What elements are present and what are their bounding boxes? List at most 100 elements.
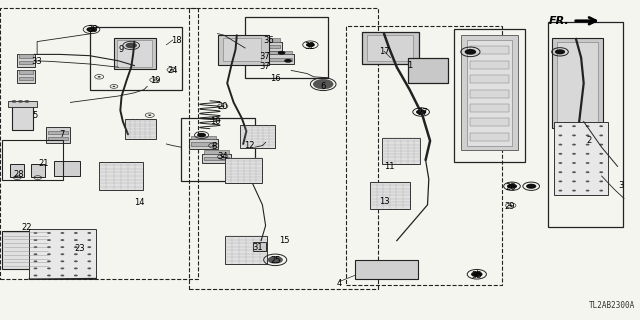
Bar bbox=[467, 40, 512, 146]
Circle shape bbox=[74, 253, 78, 255]
Bar bbox=[268, 58, 292, 61]
Circle shape bbox=[559, 153, 563, 155]
Circle shape bbox=[87, 253, 92, 255]
Circle shape bbox=[61, 232, 65, 234]
Text: 18: 18 bbox=[171, 36, 181, 44]
Text: FR.: FR. bbox=[549, 16, 570, 26]
Bar bbox=[19, 77, 33, 80]
Circle shape bbox=[559, 180, 563, 182]
Circle shape bbox=[74, 275, 78, 276]
Circle shape bbox=[599, 190, 603, 192]
Circle shape bbox=[559, 171, 563, 173]
Circle shape bbox=[86, 27, 97, 32]
Bar bbox=[48, 131, 68, 134]
Circle shape bbox=[586, 153, 589, 155]
Text: 31: 31 bbox=[253, 243, 263, 252]
Circle shape bbox=[61, 246, 65, 248]
Bar bbox=[12, 106, 33, 130]
Bar bbox=[548, 22, 623, 227]
Text: 5: 5 bbox=[33, 111, 38, 120]
Circle shape bbox=[74, 268, 78, 269]
Circle shape bbox=[74, 246, 78, 248]
Bar bbox=[346, 26, 502, 285]
Bar bbox=[362, 32, 419, 64]
Bar bbox=[10, 164, 24, 177]
Circle shape bbox=[599, 171, 603, 173]
Bar bbox=[382, 138, 420, 164]
Circle shape bbox=[33, 246, 37, 248]
Bar bbox=[470, 104, 509, 112]
Text: 11: 11 bbox=[384, 162, 394, 171]
Circle shape bbox=[599, 134, 603, 136]
Bar bbox=[181, 118, 255, 181]
Bar bbox=[470, 118, 509, 126]
Circle shape bbox=[559, 144, 563, 146]
Bar bbox=[245, 17, 328, 78]
Text: 12: 12 bbox=[244, 141, 255, 150]
Text: 16: 16 bbox=[270, 74, 280, 83]
Circle shape bbox=[87, 275, 92, 276]
Bar bbox=[253, 42, 282, 51]
Circle shape bbox=[47, 253, 51, 255]
Text: 21: 21 bbox=[38, 159, 49, 168]
Circle shape bbox=[87, 268, 92, 269]
Bar bbox=[268, 51, 292, 54]
Bar bbox=[470, 90, 509, 98]
Circle shape bbox=[74, 239, 78, 241]
Circle shape bbox=[599, 125, 603, 127]
Bar bbox=[2, 140, 63, 180]
Bar bbox=[370, 182, 410, 209]
Bar bbox=[8, 101, 37, 107]
Bar bbox=[90, 27, 182, 90]
Bar bbox=[202, 154, 231, 163]
Text: 4: 4 bbox=[337, 279, 342, 288]
Circle shape bbox=[87, 232, 92, 234]
Circle shape bbox=[47, 246, 51, 248]
Circle shape bbox=[87, 246, 92, 248]
Text: 37: 37 bbox=[259, 52, 269, 60]
Bar bbox=[554, 122, 608, 195]
Bar bbox=[225, 236, 267, 264]
Bar bbox=[2, 231, 50, 269]
Bar bbox=[0, 8, 198, 279]
Bar bbox=[240, 125, 275, 148]
Circle shape bbox=[526, 184, 536, 189]
Bar bbox=[189, 139, 218, 149]
Circle shape bbox=[572, 125, 576, 127]
Bar bbox=[191, 136, 216, 139]
Circle shape bbox=[16, 177, 19, 178]
Bar bbox=[204, 150, 229, 154]
Circle shape bbox=[268, 256, 283, 264]
Text: 36: 36 bbox=[264, 36, 274, 44]
Text: 30: 30 bbox=[88, 25, 98, 34]
Circle shape bbox=[599, 144, 603, 146]
Text: 17: 17 bbox=[379, 47, 389, 56]
Text: 28: 28 bbox=[14, 170, 24, 179]
Circle shape bbox=[572, 162, 576, 164]
Bar bbox=[19, 70, 33, 74]
Text: 33: 33 bbox=[32, 57, 42, 66]
Text: 25: 25 bbox=[270, 256, 280, 265]
Circle shape bbox=[221, 105, 225, 107]
Text: 20: 20 bbox=[218, 102, 228, 111]
Circle shape bbox=[586, 144, 589, 146]
Bar bbox=[54, 161, 80, 176]
Bar bbox=[218, 35, 269, 65]
Circle shape bbox=[47, 275, 51, 276]
Text: 8: 8 bbox=[211, 142, 216, 151]
Circle shape bbox=[33, 268, 37, 269]
Text: 34: 34 bbox=[218, 152, 228, 161]
Text: 15: 15 bbox=[280, 236, 290, 245]
Bar bbox=[48, 137, 68, 140]
Text: 1: 1 bbox=[407, 61, 412, 70]
Text: 19: 19 bbox=[150, 76, 160, 85]
Circle shape bbox=[471, 271, 483, 277]
Text: 10: 10 bbox=[211, 117, 221, 126]
Circle shape bbox=[47, 232, 51, 234]
Circle shape bbox=[61, 239, 65, 241]
Circle shape bbox=[306, 43, 315, 47]
Circle shape bbox=[555, 49, 565, 54]
Bar bbox=[266, 54, 294, 64]
Text: 22: 22 bbox=[22, 223, 32, 232]
Bar bbox=[46, 127, 70, 143]
